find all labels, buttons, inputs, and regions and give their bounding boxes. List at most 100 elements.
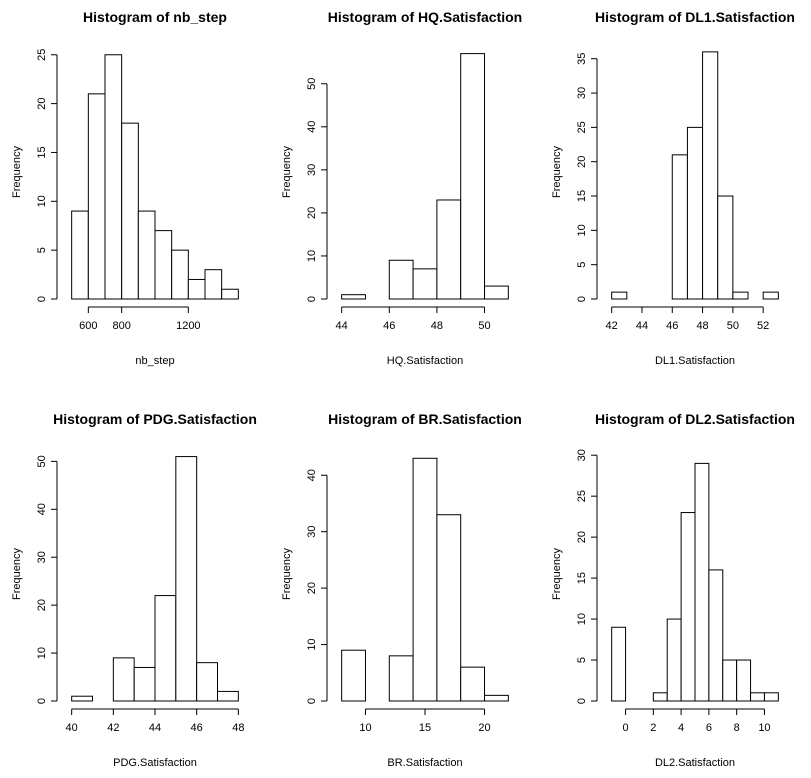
bar	[736, 659, 752, 702]
bar	[611, 291, 628, 300]
bar	[133, 666, 156, 702]
bar	[484, 694, 509, 702]
x-tick-label: 44	[336, 320, 348, 332]
y-tick-label: 20	[36, 97, 48, 109]
y-tick-label: 10	[576, 613, 588, 625]
y-tick-label: 15	[36, 146, 48, 158]
y-axis-label: Frequency	[281, 146, 293, 198]
bar	[762, 291, 779, 300]
x-tick-label: 20	[478, 722, 490, 734]
bar	[104, 54, 123, 300]
chart-title: Histogram of nb_step	[83, 9, 227, 25]
bar	[388, 259, 414, 300]
bar	[137, 210, 156, 300]
bar	[341, 649, 366, 702]
y-tick-label: 25	[576, 121, 588, 133]
y-tick-label: 10	[306, 638, 318, 650]
chart-title: Histogram of PDG.Satisfaction	[53, 411, 257, 427]
bar	[732, 291, 749, 300]
x-tick-label: 46	[666, 320, 678, 332]
bar	[412, 268, 438, 300]
bar	[750, 692, 765, 702]
chart-title: Histogram of DL2.Satisfaction	[595, 411, 795, 427]
y-tick-label: 5	[576, 657, 588, 663]
y-tick-label: 5	[576, 262, 588, 268]
x-axis-label: BR.Satisfaction	[387, 757, 462, 769]
y-tick-label: 50	[306, 78, 318, 90]
bar	[686, 126, 704, 300]
bar	[671, 154, 688, 300]
x-tick-label: 800	[112, 320, 130, 332]
y-tick-label: 20	[576, 156, 588, 168]
x-tick-label: 44	[149, 722, 161, 734]
y-tick-label: 0	[36, 698, 48, 704]
y-tick-label: 20	[306, 582, 318, 594]
y-axis-label: Frequency	[551, 548, 563, 600]
chart-title: Histogram of HQ.Satisfaction	[328, 9, 522, 25]
bar	[460, 666, 486, 702]
histogram-panel: Histogram of DL1.Satisfaction DL1.Satisfa…	[551, 9, 795, 367]
histogram-panel: Histogram of nb_step nb_step Frequency 0 5 10…	[11, 9, 239, 367]
y-tick-label: 0	[306, 296, 318, 302]
x-tick-label: 42	[606, 320, 618, 332]
x-tick-label: 46	[191, 722, 203, 734]
bar	[71, 210, 89, 300]
bar	[112, 657, 135, 702]
y-tick-label: 30	[306, 526, 318, 538]
bar	[763, 692, 779, 702]
y-axis-label: Frequency	[11, 146, 23, 198]
histogram-panel: Histogram of DL2.Satisfaction DL2.Satisfa…	[551, 411, 795, 769]
x-tick-label: 6	[706, 722, 712, 734]
x-axis-label: nb_step	[135, 355, 174, 367]
bar	[702, 51, 719, 300]
y-axis-label: Frequency	[551, 146, 563, 198]
x-tick-label: 2	[650, 722, 656, 734]
y-tick-label: 35	[576, 53, 588, 65]
bar	[680, 512, 696, 702]
x-tick-label: 1200	[176, 320, 200, 332]
y-tick-label: 0	[306, 698, 318, 704]
histogram-panel: Histogram of HQ.Satisfaction HQ.Satisfact…	[281, 9, 522, 367]
y-tick-label: 30	[576, 87, 588, 99]
x-tick-label: 600	[79, 320, 97, 332]
bar	[87, 93, 106, 300]
bar	[204, 269, 223, 300]
bar	[436, 199, 462, 300]
bar	[460, 53, 486, 300]
histogram-panel: Histogram of BR.Satisfaction BR.Satisfact…	[281, 411, 522, 769]
bar	[154, 595, 177, 702]
y-tick-label: 5	[36, 247, 48, 253]
x-tick-label: 8	[734, 722, 740, 734]
x-tick-label: 0	[622, 722, 628, 734]
bar	[341, 294, 366, 300]
y-axis-label: Frequency	[11, 548, 23, 600]
x-tick-label: 48	[431, 320, 443, 332]
y-tick-label: 0	[576, 296, 588, 302]
x-tick-label: 4	[678, 722, 684, 734]
bar	[154, 230, 173, 300]
y-tick-label: 15	[576, 572, 588, 584]
bar	[611, 626, 627, 702]
x-tick-label: 10	[359, 722, 371, 734]
y-tick-label: 40	[36, 503, 48, 515]
y-tick-label: 50	[36, 455, 48, 467]
y-tick-label: 0	[36, 296, 48, 302]
bar	[171, 249, 189, 300]
x-tick-label: 15	[419, 722, 431, 734]
bar	[196, 662, 219, 702]
x-tick-label: 50	[478, 320, 490, 332]
bar	[412, 457, 438, 702]
x-tick-label: 40	[66, 722, 78, 734]
x-tick-label: 48	[232, 722, 244, 734]
x-tick-label: 42	[107, 722, 119, 734]
y-tick-label: 10	[576, 224, 588, 236]
y-tick-label: 20	[576, 531, 588, 543]
x-tick-label: 48	[696, 320, 708, 332]
chart-title: Histogram of DL1.Satisfaction	[595, 9, 795, 25]
y-tick-label: 10	[306, 250, 318, 262]
bar	[722, 659, 738, 702]
bar	[436, 514, 462, 702]
bar	[217, 690, 239, 702]
y-tick-label: 20	[306, 207, 318, 219]
